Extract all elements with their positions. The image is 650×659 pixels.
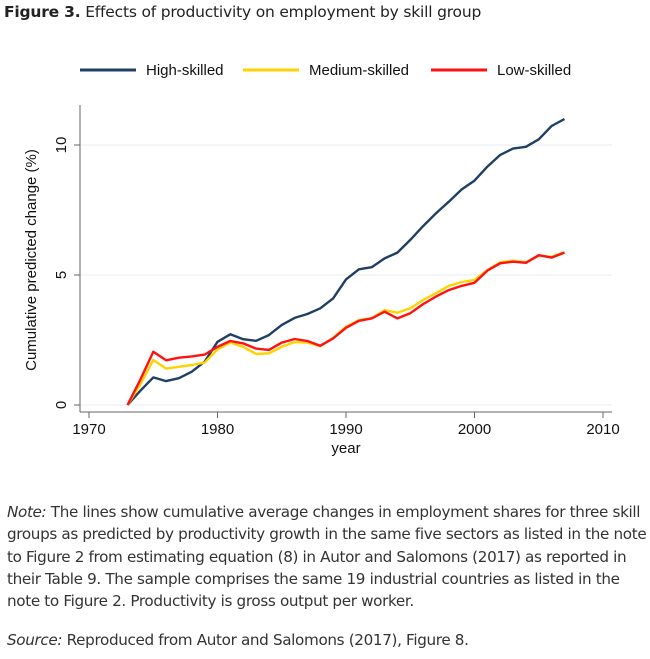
legend-label-high-skilled: High-skilled: [146, 62, 224, 79]
y-tick-label-10: 10: [53, 137, 70, 154]
note-text: The lines show cumulative average change…: [7, 503, 647, 611]
line-chart: High-skilled Medium-skilled Low-skilled …: [23, 62, 620, 457]
y-tick-label-5: 5: [53, 271, 70, 279]
legend-label-medium-skilled: Medium-skilled: [309, 62, 409, 79]
y-tick-label-0: 0: [53, 401, 70, 409]
legend: High-skilled Medium-skilled Low-skilled: [80, 62, 571, 79]
source-label: Source:: [7, 631, 63, 649]
x-tick-label-2010: 2010: [586, 421, 619, 438]
source-text: Reproduced from Autor and Salomons (2017…: [62, 631, 469, 649]
gridlines: [80, 144, 612, 406]
legend-label-low-skilled: Low-skilled: [497, 62, 571, 79]
figure-note: Note: The lines show cumulative average …: [7, 501, 647, 612]
y-ticks: 0 5 10: [53, 137, 80, 409]
x-tick-label-2000: 2000: [458, 421, 491, 438]
figure-source: Source: Reproduced from Autor and Salomo…: [7, 631, 469, 649]
series-line-low-skilled: [126, 251, 565, 406]
figure-label: Figure 3.: [4, 3, 81, 21]
y-axis-label: Cumulative predicted change (%): [23, 149, 40, 371]
x-tick-label-1980: 1980: [201, 421, 234, 438]
series-line-high-skilled: [126, 117, 566, 406]
figure-title-text: Effects of productivity on employment by…: [85, 3, 482, 21]
x-tick-label-1970: 1970: [72, 421, 105, 438]
x-ticks: 1970 1980 1990 2000 2010: [72, 412, 620, 438]
x-tick-label-1990: 1990: [329, 421, 362, 438]
note-label: Note:: [7, 503, 47, 521]
series-lines: [126, 117, 566, 406]
figure-title: Figure 3. Effects of productivity on emp…: [4, 3, 481, 21]
x-axis-label: year: [331, 440, 360, 457]
